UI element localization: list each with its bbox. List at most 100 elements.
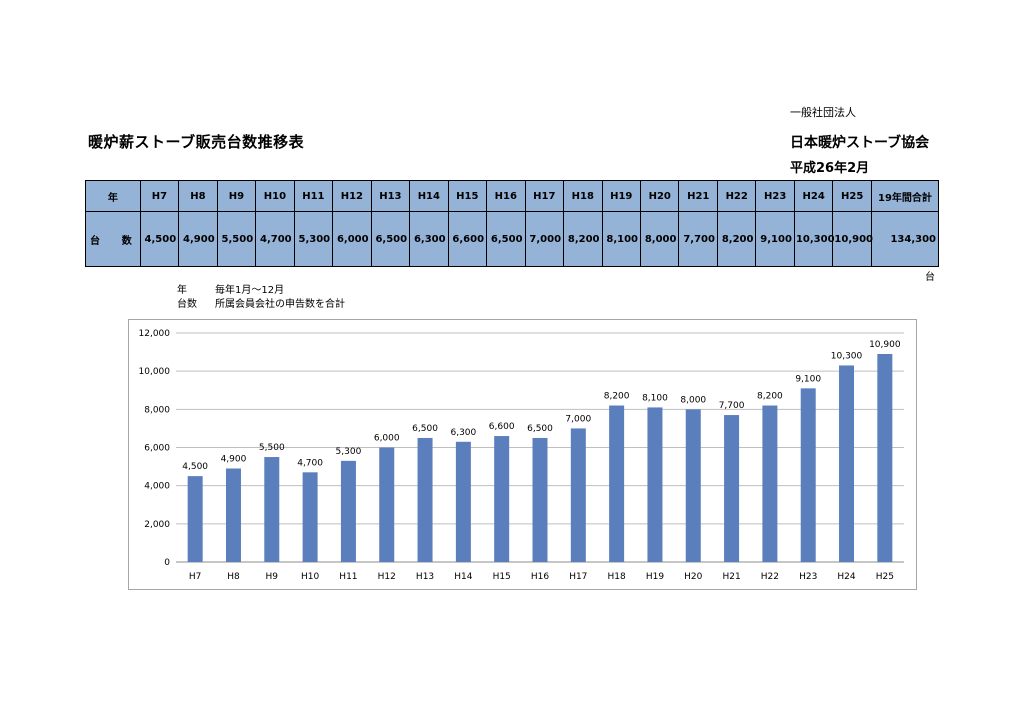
x-tick-label: H7 xyxy=(189,572,202,582)
data-label: 4,500 xyxy=(182,462,208,472)
year-cell: H15 xyxy=(447,180,488,212)
x-tick-label: H22 xyxy=(761,572,779,582)
data-label: 6,000 xyxy=(374,434,400,444)
bar xyxy=(800,388,816,562)
x-tick-label: H19 xyxy=(646,572,664,582)
count-cell: 6,500 xyxy=(486,211,526,267)
bar xyxy=(264,457,280,562)
data-label: 10,900 xyxy=(869,340,901,350)
x-tick-label: H14 xyxy=(454,572,472,582)
x-tick-label: H17 xyxy=(569,572,587,582)
total-value: 134,300 xyxy=(870,211,940,267)
x-tick-label: H24 xyxy=(837,572,855,582)
data-label: 4,900 xyxy=(221,454,247,464)
note-year-desc: 毎年1月～12月 xyxy=(215,285,285,296)
data-label: 6,300 xyxy=(450,428,476,438)
count-cell: 7,700 xyxy=(678,211,718,267)
bar xyxy=(340,460,356,562)
data-label: 4,700 xyxy=(297,458,323,468)
note-count: 台数 所属会員会社の申告数を合計 xyxy=(177,295,345,310)
note-year-key: 年 xyxy=(177,285,187,296)
x-tick-label: H23 xyxy=(799,572,817,582)
x-tick-label: H11 xyxy=(339,572,357,582)
bar xyxy=(532,437,548,562)
bar xyxy=(839,365,855,562)
sales-bar-chart: 0 2,000 4,000 6,000 8,000 10,000 12,000 4,500 H7… xyxy=(128,319,917,590)
bar xyxy=(762,405,778,562)
year-cell: H24 xyxy=(793,180,834,212)
x-tick-label: H21 xyxy=(722,572,740,582)
bar xyxy=(570,428,586,562)
note-year: 年 毎年1月～12月 xyxy=(177,281,284,296)
year-cell: H8 xyxy=(178,180,218,212)
y-tick-label: 6,000 xyxy=(144,444,170,454)
year-cell: H13 xyxy=(370,180,411,212)
org-type: 一般社団法人 xyxy=(790,106,856,119)
count-cell: 6,300 xyxy=(409,211,449,267)
year-cell: H7 xyxy=(139,180,180,212)
data-label: 10,300 xyxy=(831,351,863,361)
count-cell: 6,600 xyxy=(447,211,488,267)
chart-svg: 0 2,000 4,000 6,000 8,000 10,000 12,000 4,500 H7… xyxy=(139,329,904,582)
data-label: 9,100 xyxy=(795,374,821,384)
bar xyxy=(302,472,318,562)
year-cell: H10 xyxy=(255,180,295,212)
year-cell: H18 xyxy=(563,180,603,212)
data-label: 7,000 xyxy=(565,414,591,424)
year-header-label: 年 xyxy=(85,180,141,212)
x-tick-label: H25 xyxy=(876,572,894,582)
data-label: 8,200 xyxy=(604,392,630,402)
x-tick-label: H16 xyxy=(531,572,549,582)
bar xyxy=(647,407,663,562)
count-cell: 9,100 xyxy=(755,211,795,267)
count-cell: 8,200 xyxy=(563,211,603,267)
year-cell: H21 xyxy=(678,180,718,212)
bar xyxy=(379,447,395,562)
y-tick-label: 0 xyxy=(164,558,170,568)
x-tick-label: H15 xyxy=(493,572,511,582)
data-label: 6,500 xyxy=(412,424,438,434)
year-cell: H23 xyxy=(755,180,795,212)
table-header-row: 年 H7 H8 H9 H10 H11 H12 H13 H14 H15 H16 H17 H18 H19 H2… xyxy=(85,180,940,212)
x-tick-label: H10 xyxy=(301,572,319,582)
count-cell: 10,300 xyxy=(793,211,835,267)
y-tick-label: 10,000 xyxy=(139,367,171,377)
x-tick-label: H12 xyxy=(378,572,396,582)
data-label: 5,300 xyxy=(336,447,362,457)
x-tick-label: H9 xyxy=(266,572,279,582)
x-tick-label: H8 xyxy=(227,572,240,582)
data-label: 8,100 xyxy=(642,393,668,403)
bar xyxy=(494,436,510,562)
count-cell: 4,700 xyxy=(255,211,295,267)
year-cell: H25 xyxy=(832,180,872,212)
data-label: 8,200 xyxy=(757,392,783,402)
year-cell: H22 xyxy=(716,180,757,212)
y-tick-label: 8,000 xyxy=(144,405,170,415)
bar xyxy=(417,437,433,562)
bar xyxy=(225,468,241,562)
year-cell: H12 xyxy=(332,180,372,212)
year-cell: H20 xyxy=(639,180,680,212)
count-label-part2: 数 xyxy=(121,235,132,247)
count-cell: 5,300 xyxy=(293,211,334,267)
data-label: 6,500 xyxy=(527,424,553,434)
bar xyxy=(187,476,203,562)
count-cell: 10,900 xyxy=(832,211,873,267)
table-values-row: 台数 4,500 4,900 5,500 4,700 5,300 6,000 6,500 6,… xyxy=(85,211,940,267)
data-label: 7,700 xyxy=(719,401,745,411)
y-tick-label: 4,000 xyxy=(144,482,170,492)
count-cell: 8,200 xyxy=(716,211,757,267)
count-cell: 8,100 xyxy=(601,211,642,267)
count-cell: 4,900 xyxy=(178,211,218,267)
x-tick-label: H20 xyxy=(684,572,702,582)
bar xyxy=(724,415,740,562)
count-row-label: 台数 xyxy=(85,211,141,267)
count-cell: 6,500 xyxy=(370,211,411,267)
data-label: 6,600 xyxy=(489,422,515,432)
count-cell: 7,000 xyxy=(524,211,565,267)
bar xyxy=(609,405,625,562)
bar xyxy=(877,353,893,562)
count-cell: 8,000 xyxy=(639,211,680,267)
year-cell: H14 xyxy=(409,180,449,212)
y-tick-label: 12,000 xyxy=(139,329,171,339)
